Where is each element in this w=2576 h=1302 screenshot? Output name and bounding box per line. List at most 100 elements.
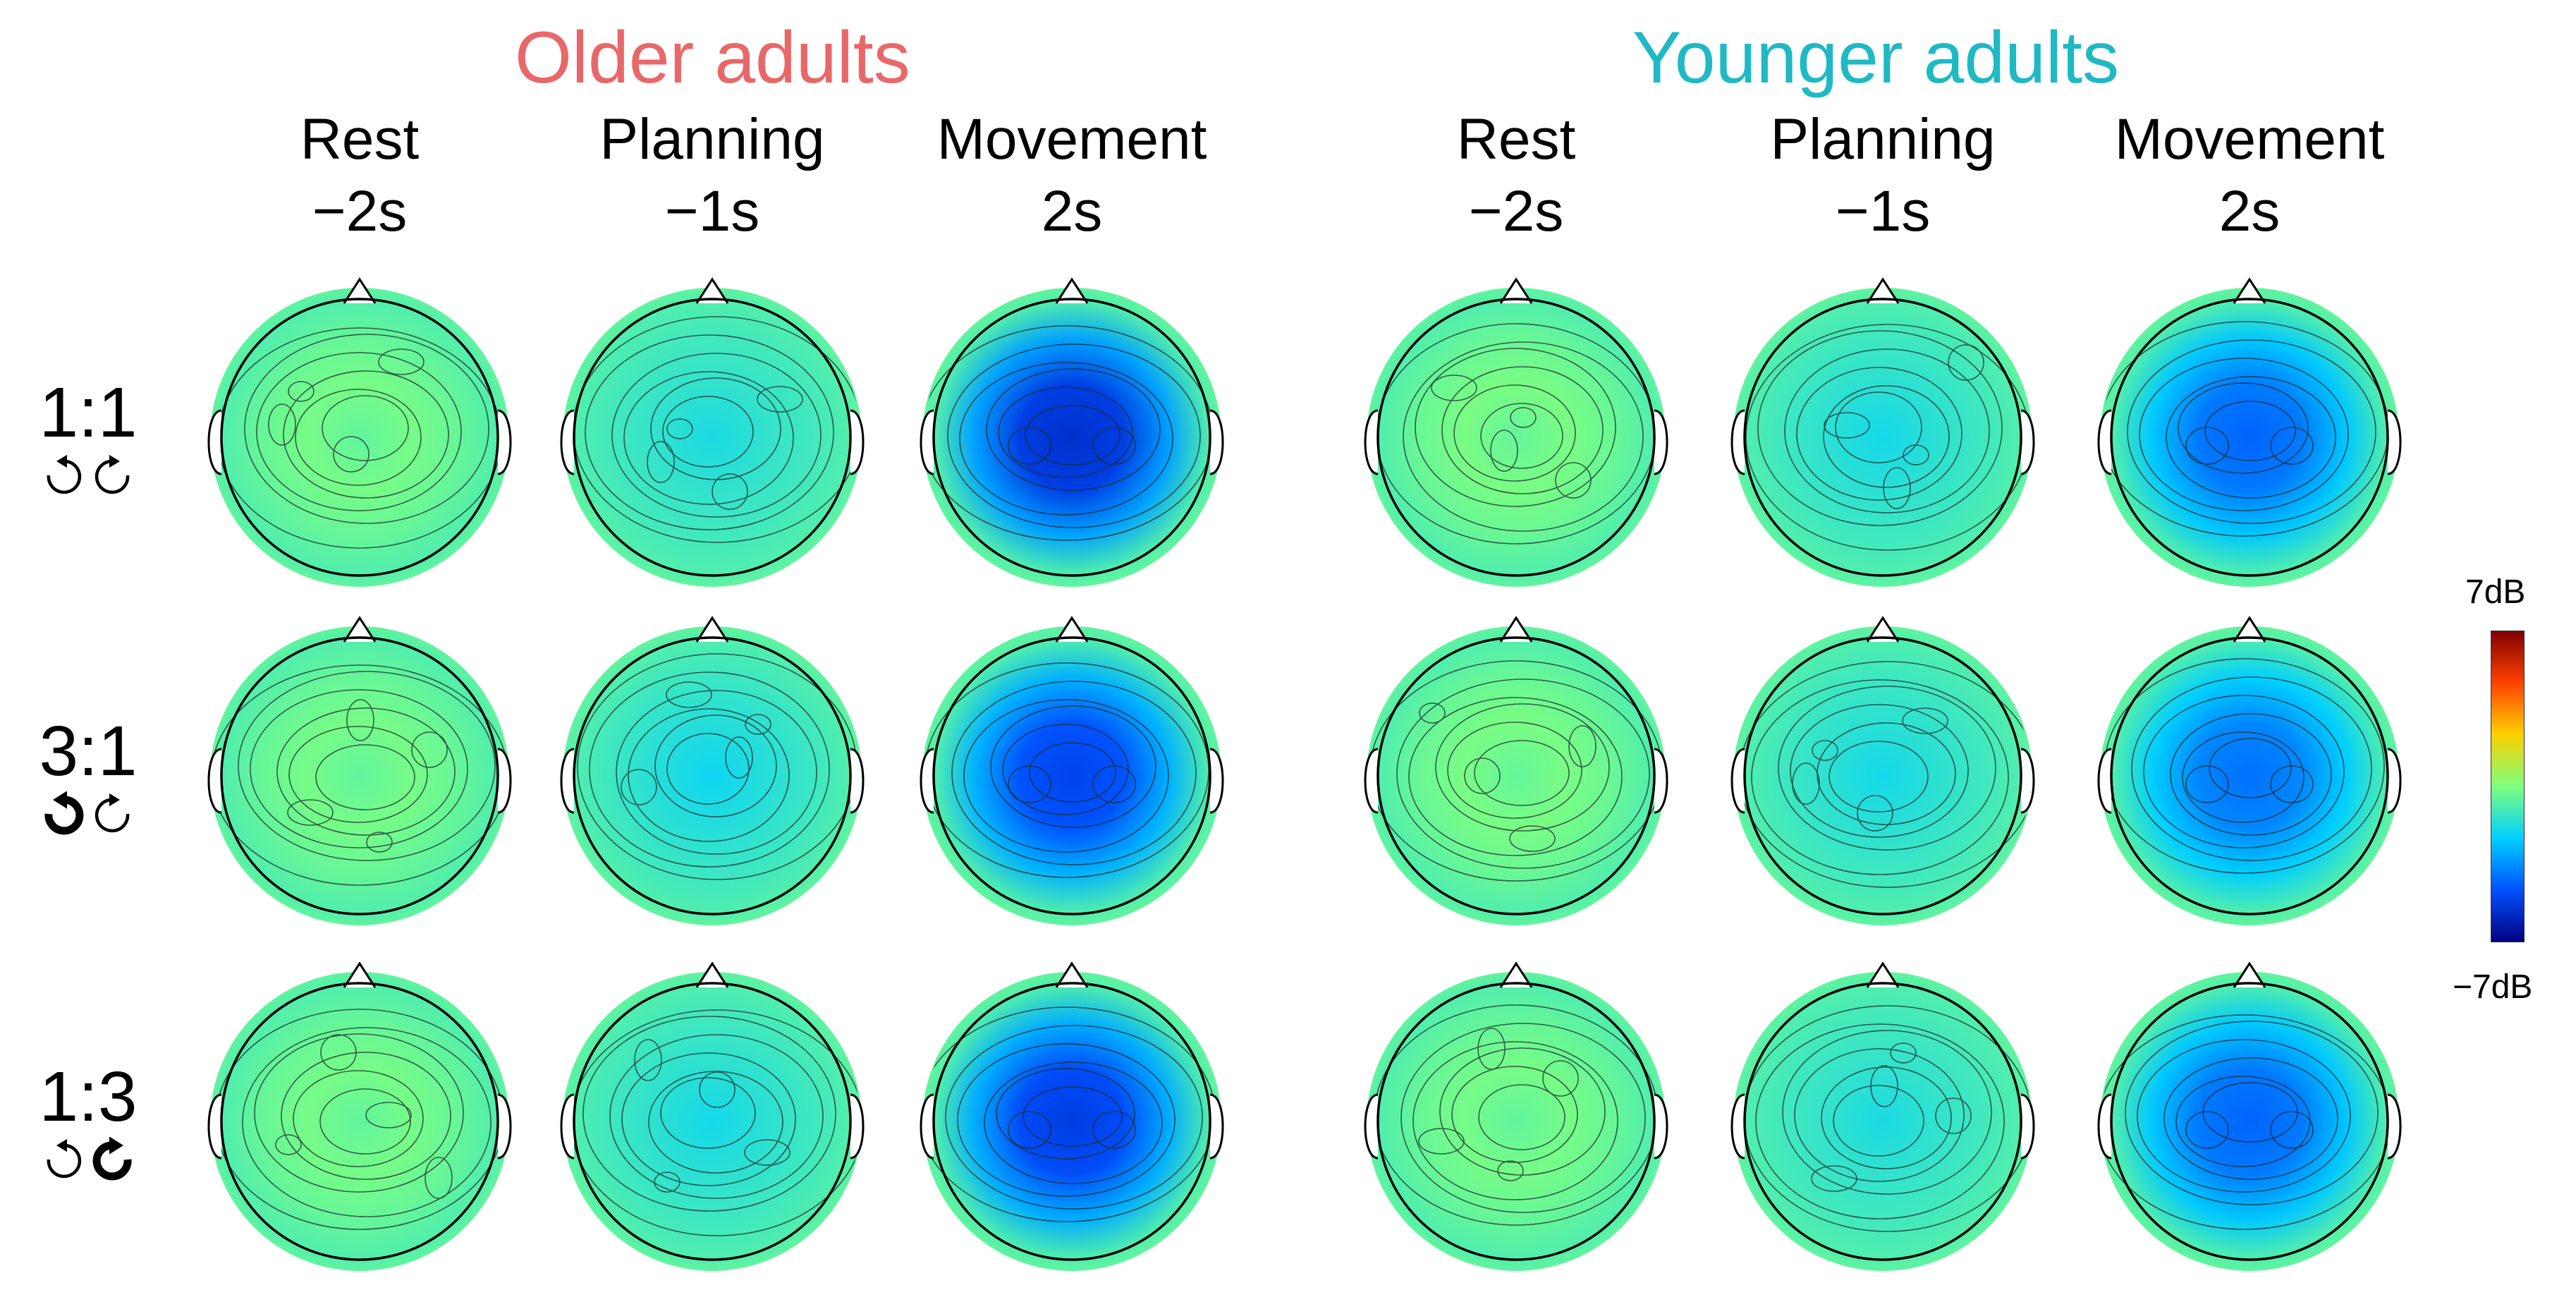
head-outline — [1376, 298, 1656, 577]
head-outline — [1743, 636, 2022, 915]
topoplot-younger-row2-col1 — [1730, 961, 2035, 1271]
left-ear-outline — [1730, 409, 1745, 475]
scalp-map — [1367, 972, 1666, 1271]
topoplot-younger-row0-col2 — [2097, 277, 2402, 587]
topoplot-younger-row0-col1 — [1730, 277, 2035, 587]
contour-lines — [577, 653, 857, 880]
right-ear-outline — [1209, 1093, 1224, 1160]
nose-outline — [1055, 961, 1089, 988]
left-ear-outline — [920, 748, 934, 814]
contour-lines — [1376, 323, 1656, 544]
clockwise-arrow-icon — [94, 793, 130, 833]
nose-outline — [343, 961, 377, 988]
head-outline — [1376, 982, 1656, 1261]
topoplot-younger-row1-col0 — [1364, 616, 1668, 925]
counterclockwise-arrow-icon — [47, 1138, 82, 1179]
column-header-younger-2: Movement — [2114, 107, 2385, 171]
column-header-older-0: Rest — [300, 107, 420, 171]
right-ear-outline — [1654, 748, 1668, 814]
left-ear-outline — [1364, 409, 1379, 475]
contour-lines — [570, 1009, 860, 1236]
right-ear-outline — [497, 1093, 512, 1160]
scalp-map — [2100, 288, 2399, 587]
nose-outline — [1499, 961, 1533, 988]
head-outline — [573, 982, 852, 1261]
head-outline — [932, 636, 1211, 915]
left-ear-outline — [1730, 1093, 1745, 1160]
head-outline — [220, 982, 499, 1261]
left-ear-outline — [207, 1093, 222, 1160]
left-ear-outline — [2097, 409, 2112, 475]
head-outline — [220, 636, 499, 915]
head-outline — [2110, 982, 2389, 1261]
row-ratio: 1:1 — [39, 373, 138, 452]
nose-outline — [1866, 961, 1900, 988]
scalp-map — [2100, 626, 2399, 925]
left-ear-outline — [2097, 1093, 2112, 1160]
column-time-older-2: 2s — [1041, 179, 1103, 243]
counterclockwise-arrow-icon — [44, 791, 84, 835]
left-ear-outline — [560, 1093, 575, 1160]
scalp-map — [563, 626, 862, 925]
nose-outline — [1866, 616, 1900, 643]
right-ear-outline — [497, 409, 512, 475]
right-ear-outline — [2387, 1093, 2402, 1160]
column-header-older-2: Movement — [936, 107, 1207, 171]
head-outline — [220, 298, 499, 577]
column-time-older-1: −1s — [664, 179, 760, 243]
nose-outline — [1866, 277, 1900, 304]
right-ear-outline — [850, 409, 865, 475]
right-ear-outline — [2387, 748, 2402, 814]
head-outline — [2110, 636, 2389, 915]
right-ear-outline — [1209, 748, 1224, 814]
rotation-icons — [44, 791, 130, 835]
topoplot-older-row0-col1 — [560, 277, 865, 587]
topoplot-older-row2-col1 — [560, 961, 865, 1271]
group-title-older: Older adults — [515, 17, 910, 99]
group-title-younger: Younger adults — [1632, 17, 2120, 99]
nose-outline — [2233, 616, 2266, 643]
head-outline — [573, 298, 852, 577]
contour-lines — [924, 1006, 1216, 1222]
rotation-icons — [47, 1137, 132, 1181]
left-ear-outline — [560, 748, 575, 814]
scalp-map — [1733, 972, 2032, 1271]
left-ear-outline — [207, 748, 222, 814]
nose-outline — [695, 277, 729, 304]
scalp-map — [210, 626, 509, 925]
topoplot-older-row1-col1 — [560, 616, 865, 925]
row-ratio: 3:1 — [39, 712, 138, 791]
left-ear-outline — [1364, 1093, 1379, 1160]
contour-lines — [1745, 324, 2030, 551]
topoplot-older-row2-col2 — [920, 961, 1224, 1271]
nose-outline — [1055, 277, 1089, 304]
left-ear-outline — [1364, 748, 1379, 814]
column-header-older-1: Planning — [599, 107, 825, 171]
right-ear-outline — [1654, 1093, 1668, 1160]
colorbar — [2491, 631, 2525, 942]
scalp-map — [1733, 626, 2032, 925]
right-ear-outline — [850, 1093, 865, 1160]
head-outline — [1743, 982, 2022, 1261]
head-outline — [573, 636, 852, 915]
contour-lines — [2101, 1014, 2391, 1230]
scalp-map — [210, 972, 509, 1271]
scalp-map — [922, 288, 1221, 587]
scalp-map — [210, 288, 509, 587]
clockwise-arrow-icon — [94, 454, 130, 494]
head-outline — [932, 982, 1211, 1261]
column-header-younger-1: Planning — [1770, 107, 1996, 171]
contour-lines — [924, 662, 1209, 878]
scalp-map — [2100, 972, 2399, 1271]
head-outline — [932, 298, 1211, 577]
left-ear-outline — [1730, 748, 1745, 814]
contour-lines — [573, 316, 860, 543]
nose-outline — [2233, 277, 2266, 304]
contour-lines — [924, 325, 1214, 541]
nose-outline — [1499, 277, 1533, 304]
nose-outline — [1055, 616, 1089, 643]
right-ear-outline — [2020, 409, 2035, 475]
column-time-younger-0: −2s — [1468, 179, 1564, 243]
topoplot-younger-row0-col0 — [1364, 277, 1668, 587]
row-label-2: 1:3 — [14, 1058, 162, 1182]
